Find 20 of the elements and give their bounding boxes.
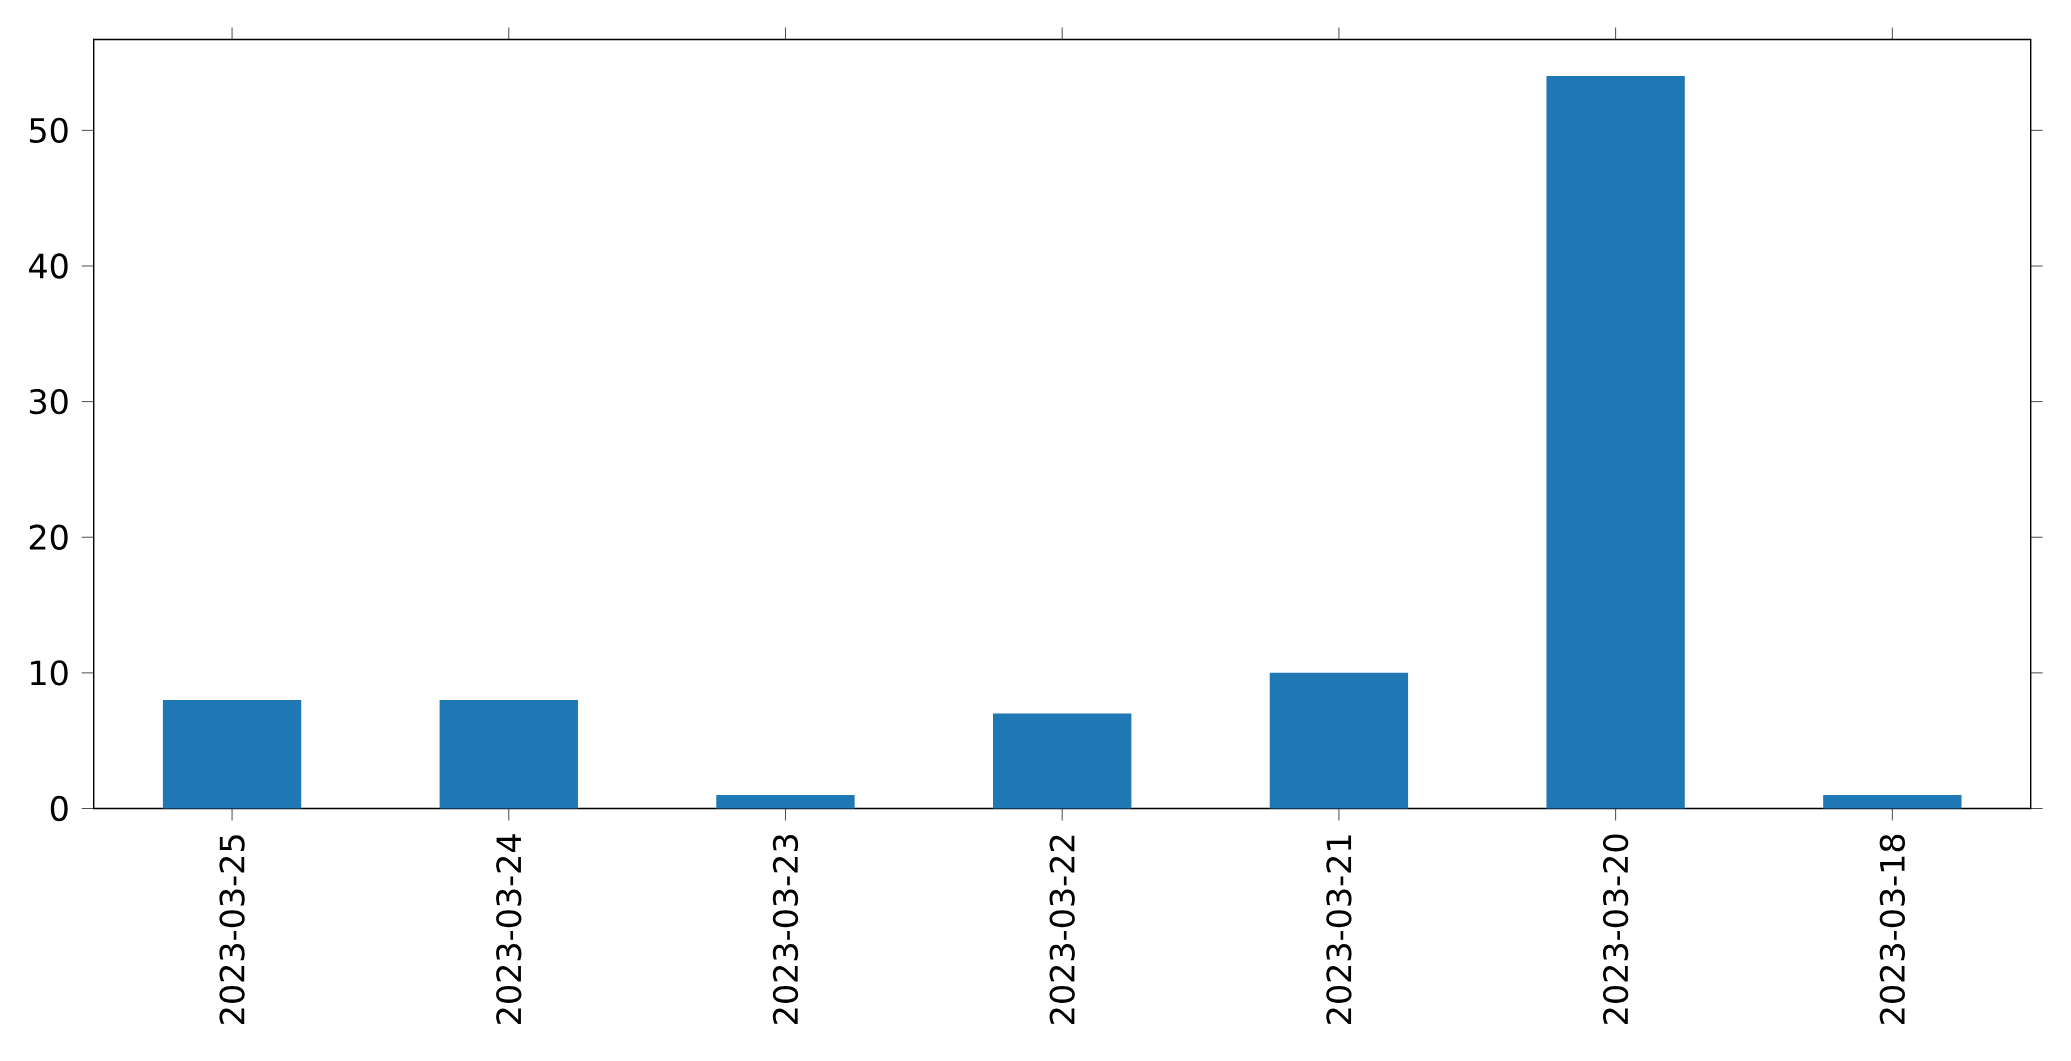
y-tick-label: 0: [50, 795, 68, 822]
y-tick-label: 10: [31, 660, 68, 686]
x-tick-label: 2023-03-22: [1049, 835, 1075, 1024]
bar: [716, 794, 855, 809]
bar: [162, 700, 302, 809]
y-tick-label: 20: [29, 524, 68, 550]
x-tick-label: 2023-03-25: [219, 835, 245, 1024]
x-tick-label: 2023-03-20: [1602, 834, 1629, 1024]
y-tick-label: 50: [29, 117, 68, 144]
y-tick-label: 40: [29, 253, 68, 279]
bar: [1546, 76, 1685, 809]
x-tick-label: 2023-03-21: [1326, 835, 1352, 1024]
x-tick-label: 2023-03-24: [496, 834, 522, 1024]
bar: [1823, 794, 1962, 809]
bar: [993, 713, 1132, 809]
bar: [439, 700, 578, 809]
x-tick-label: 2023-03-23: [772, 835, 799, 1024]
x-tick-label: 2023-03-18: [1879, 834, 1905, 1024]
y-tick-label: 30: [29, 388, 68, 415]
bar: [1269, 672, 1409, 809]
